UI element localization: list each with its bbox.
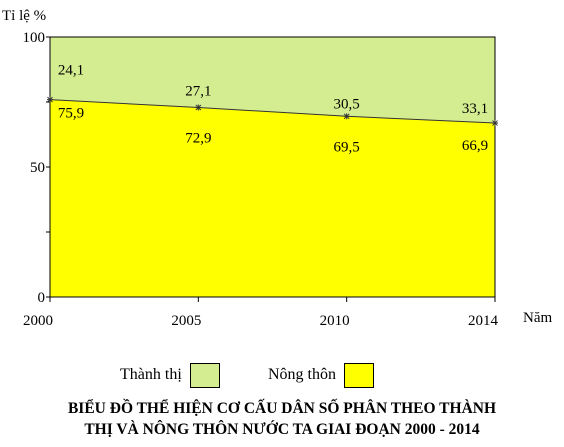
x-tick-label: 2014	[468, 313, 499, 329]
data-label-thanh-thi: 33,1	[462, 101, 488, 117]
boundary-line	[49, 99, 496, 124]
axis-layer	[46, 36, 498, 302]
marker-stroke	[195, 104, 202, 111]
data-label-nong-thon: 69,5	[334, 139, 360, 155]
chart-canvas: 0 50 100 2000 2005 2010 2014 Tỉ lệ % Năm 24,1 75,9…	[2, 8, 552, 329]
marker-stroke	[492, 120, 498, 126]
label-layer: 0 50 100 2000 2005 2010 2014 Tỉ lệ % Năm 24,1 75,9…	[2, 8, 552, 329]
x-tick-label: 2005	[171, 313, 201, 329]
data-label-nong-thon: 66,9	[462, 138, 488, 154]
data-label-nong-thon: 75,9	[58, 106, 84, 122]
y-axis-label: Tỉ lệ %	[2, 8, 46, 24]
legend-label-nong-thon: Nông thôn	[268, 366, 336, 383]
y-tick-label: 100	[23, 30, 46, 46]
boundary-marker	[492, 120, 498, 127]
legend-item-nong-thon: Nông thôn	[268, 361, 374, 389]
area-nong-thon	[50, 99, 495, 297]
chart-title-line-2: THỊ VÀ NÔNG THÔN NƯỚC TA GIAI ĐOẠN 2000 …	[84, 421, 480, 438]
x-axis-label: Năm	[523, 310, 552, 326]
marker-stroke	[47, 96, 53, 103]
data-label-nong-thon: 72,9	[185, 130, 211, 146]
boundary-marker	[195, 104, 202, 111]
x-tick-label: 2000	[23, 313, 53, 329]
chart-title-line-1: BIỂU ĐỒ THỂ HIỆN CƠ CẤU DÂN SỐ PHÂN THEO…	[67, 400, 497, 417]
y-tick-label: 50	[30, 160, 45, 176]
legend-swatch-nong-thon	[344, 362, 374, 388]
legend-label-thanh-thi: Thành thị	[120, 366, 182, 383]
legend-swatch-thanh-thi	[189, 362, 220, 388]
y-tick-label: 0	[38, 290, 46, 306]
x-tick-label: 2010	[320, 313, 350, 329]
boundary-marker	[343, 113, 350, 120]
data-label-thanh-thi: 30,5	[334, 96, 360, 112]
legend-item-thanh-thi: Thành thị	[120, 361, 220, 389]
area-thanh-thi	[50, 37, 495, 124]
marker-stroke	[343, 113, 350, 120]
data-label-thanh-thi: 24,1	[58, 63, 84, 79]
area-layer	[50, 37, 495, 297]
data-label-thanh-thi: 27,1	[185, 83, 211, 99]
